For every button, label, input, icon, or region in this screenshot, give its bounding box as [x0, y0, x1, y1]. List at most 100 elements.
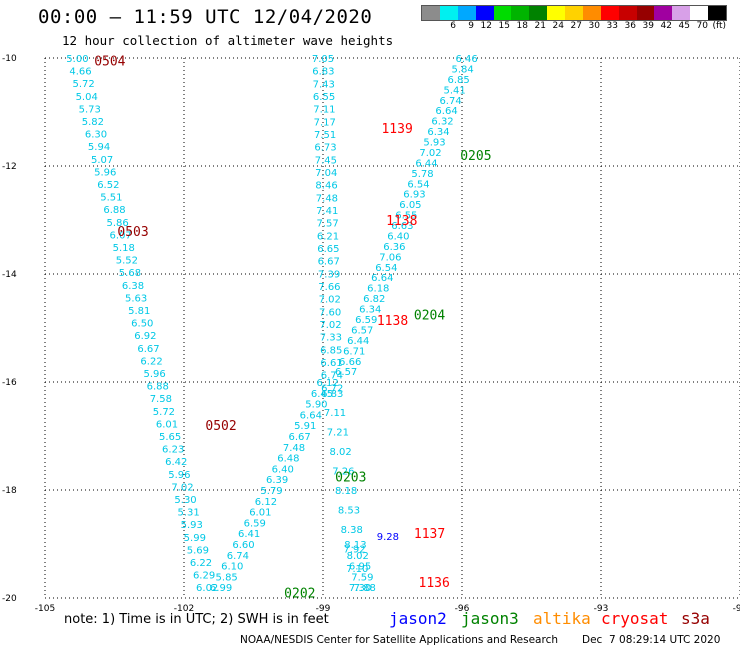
wave-height-value: 6.29 — [193, 571, 215, 582]
legend-label: (ft) — [712, 21, 726, 31]
wave-height-value: 5.93 — [181, 520, 203, 531]
wave-height-value: 7.05 — [312, 54, 334, 65]
wave-height-value: 6.22 — [190, 558, 212, 569]
wave-height-value: 6.54 — [407, 179, 429, 190]
pass-time-label: 0504 — [94, 55, 125, 70]
wave-height-value: 7.43 — [313, 79, 335, 90]
pass-time-label: 0202 — [284, 587, 315, 602]
legend-swatch — [565, 6, 583, 20]
wave-height-value: 7.58 — [150, 394, 172, 405]
wave-height-value: 7.04 — [315, 168, 337, 179]
wave-height-value: 6.54 — [375, 263, 397, 274]
wave-height-value: 6.60 — [232, 540, 254, 551]
wave-height-value: 6.07 — [110, 230, 132, 241]
legend-swatch — [439, 6, 458, 20]
wave-height-value: 8.18 — [335, 486, 357, 497]
lat-tick-label: -12 — [2, 162, 17, 172]
wave-height-value: 6.82 — [363, 294, 385, 305]
legend-label: 45 — [678, 21, 690, 31]
wave-height-value: 8.02 — [329, 447, 351, 458]
pass-time-label: 1136 — [419, 576, 450, 591]
wave-height-value: 5.68 — [119, 268, 141, 279]
wave-height-value: 6.95 — [349, 562, 371, 573]
lon-tick-label: -105 — [35, 604, 55, 614]
wave-height-value: 6.88 — [147, 382, 169, 393]
pass-time-label: 0204 — [414, 309, 445, 324]
wave-height-value: 6.12 — [317, 378, 339, 389]
legend-label: 24 — [552, 21, 564, 31]
lon-tick-label: -99 — [316, 604, 331, 614]
credit-organization: NOAA/NESDIS Center for Satellite Applica… — [240, 634, 558, 646]
wave-height-value: 6.10 — [221, 562, 243, 573]
wave-height-value: 5.41 — [443, 85, 465, 96]
lon-tick-label: -102 — [174, 604, 194, 614]
wave-height-value: 7.57 — [317, 219, 339, 230]
wave-height-value: 5.73 — [79, 104, 101, 115]
wave-height-value: 6.12 — [255, 497, 277, 508]
wave-height-value: 8.53 — [338, 505, 360, 516]
wave-height-value: 5.84 — [451, 64, 473, 75]
wave-height-value: 7.21 — [327, 428, 349, 439]
wave-height-value: 6.02 — [196, 583, 218, 594]
wave-height-value: 5.72 — [153, 407, 175, 418]
legend-swatch — [636, 6, 655, 20]
wave-height-value: 7.11 — [324, 408, 346, 419]
wave-height-value: 7.45 — [315, 155, 337, 166]
legend-swatch — [708, 6, 726, 20]
wave-height-value: 6.83 — [312, 67, 334, 78]
wave-height-value: 7.11 — [313, 105, 335, 116]
wave-height-value: 5.96 — [94, 167, 116, 178]
wave-height-value: 8.13 — [344, 540, 366, 551]
wave-height-value: 5.51 — [100, 193, 122, 204]
wave-height-value: 6.74 — [439, 96, 461, 107]
wave-height-value: 6.64 — [371, 273, 393, 284]
wave-height-value: 7.48 — [316, 193, 338, 204]
wave-height-value: 6.32 — [431, 117, 453, 128]
wave-height-value: 6.88 — [103, 205, 125, 216]
wave-height-value: 5.90 — [305, 400, 327, 411]
wave-height-value: 5.82 — [82, 117, 104, 128]
wave-height-value: 5.65 — [159, 432, 181, 443]
wave-height-value: 6.92 — [134, 331, 156, 342]
mission-label-altika: altika — [533, 609, 591, 628]
wave-height-value: 7.17 — [314, 117, 336, 128]
wave-height-value: 6.22 — [140, 356, 162, 367]
legend-label: 15 — [498, 21, 510, 31]
wave-height-value: 6.57 — [335, 367, 357, 378]
wave-height-value: 6.66 — [339, 357, 361, 368]
wave-height-color-legend: 36912151821242730333639424570(ft) — [421, 5, 727, 31]
wave-height-value: 6.61 — [320, 358, 342, 369]
wave-height-value: 6.39 — [266, 475, 288, 486]
mission-label-s3a: s3a — [681, 609, 710, 628]
legend-swatch — [690, 6, 708, 20]
mission-label-jason3: jason3 — [461, 609, 519, 628]
mission-label-cryosat: cryosat — [601, 609, 669, 628]
legend-label: 18 — [516, 21, 528, 31]
lat-tick-label: -10 — [2, 54, 17, 64]
pass-time-label: 0203 — [335, 471, 366, 486]
legend-swatch — [422, 6, 440, 20]
footer-note: note: 1) Time is in UTC; 2) SWH is in fe… — [64, 612, 329, 627]
wave-height-value: 6.34 — [427, 127, 449, 138]
wave-height-value: 6.40 — [387, 231, 409, 242]
wave-height-value: 5.79 — [260, 486, 282, 497]
legend-swatch — [529, 6, 548, 20]
wave-height-value: 5.85 — [216, 572, 238, 583]
wave-height-value: 6.01 — [156, 419, 178, 430]
wave-height-value: 7.02 — [319, 320, 341, 331]
wave-height-value: 5.31 — [178, 508, 200, 519]
wave-height-value: 7.02 — [171, 482, 193, 493]
wave-height-value: 6.01 — [249, 508, 271, 519]
wave-height-value: 6.18 — [367, 284, 389, 295]
wave-height-value: 6.74 — [227, 551, 249, 562]
wave-height-value: 6.65 — [317, 244, 339, 255]
legend-color-bar — [421, 5, 727, 21]
legend-label: 33 — [606, 21, 618, 31]
wave-height-value: 6.59 — [355, 315, 377, 326]
wave-height-value: 6.40 — [272, 464, 294, 475]
legend-label: 70 — [696, 21, 708, 31]
wave-height-value: 5.63 — [125, 293, 147, 304]
wave-height-value: 5.04 — [76, 92, 98, 103]
wave-height-value: 5.18 — [113, 243, 135, 254]
